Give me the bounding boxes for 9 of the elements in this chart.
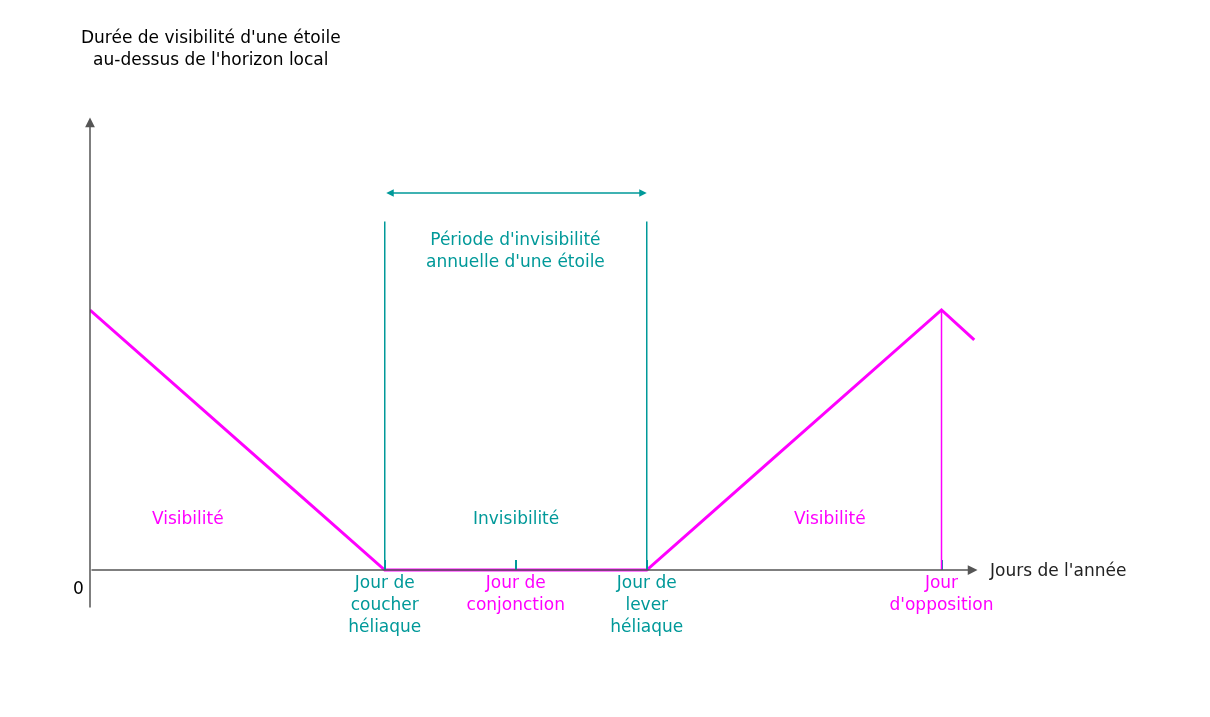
text: Période d'invisibilité annuelle d'une étoile <box>426 229 605 272</box>
text: Durée de visibilité d'une étoile au-dessus de l'horizon local <box>81 27 341 70</box>
annotation: Invisibilité <box>473 508 560 528</box>
x-tick-label: Jour de coucher héliaque <box>348 572 422 637</box>
annotation: Visibilité <box>152 508 224 528</box>
annotation: Visibilité <box>794 508 866 528</box>
x-tick-label: Jour de conjonction <box>466 572 565 615</box>
text: 0 <box>73 578 84 598</box>
x-tick-label: Jour de lever héliaque <box>610 572 684 637</box>
